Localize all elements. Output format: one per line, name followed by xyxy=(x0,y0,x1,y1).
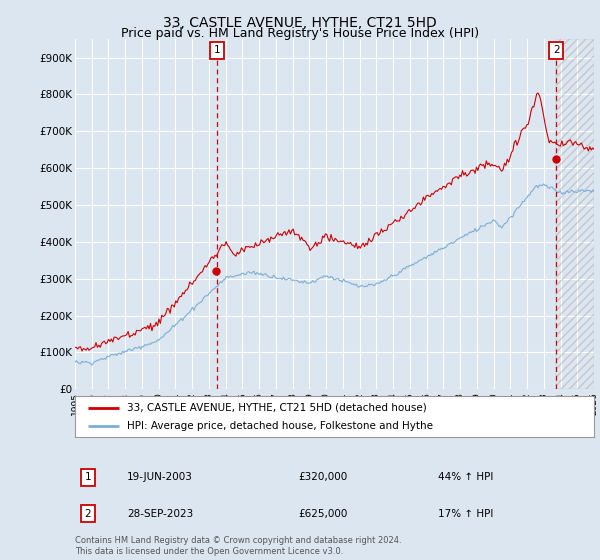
Text: 2: 2 xyxy=(85,509,91,519)
Text: Contains HM Land Registry data © Crown copyright and database right 2024.
This d: Contains HM Land Registry data © Crown c… xyxy=(75,536,401,556)
Text: 33, CASTLE AVENUE, HYTHE, CT21 5HD (detached house): 33, CASTLE AVENUE, HYTHE, CT21 5HD (deta… xyxy=(127,403,427,413)
Text: 19-JUN-2003: 19-JUN-2003 xyxy=(127,473,193,482)
Text: £320,000: £320,000 xyxy=(298,473,347,482)
Text: 33, CASTLE AVENUE, HYTHE, CT21 5HD: 33, CASTLE AVENUE, HYTHE, CT21 5HD xyxy=(163,16,437,30)
Text: £625,000: £625,000 xyxy=(298,509,347,519)
Text: 1: 1 xyxy=(214,45,220,55)
Text: 17% ↑ HPI: 17% ↑ HPI xyxy=(438,509,494,519)
Text: Price paid vs. HM Land Registry's House Price Index (HPI): Price paid vs. HM Land Registry's House … xyxy=(121,27,479,40)
Text: HPI: Average price, detached house, Folkestone and Hythe: HPI: Average price, detached house, Folk… xyxy=(127,421,433,431)
Text: 2: 2 xyxy=(553,45,559,55)
Text: 44% ↑ HPI: 44% ↑ HPI xyxy=(438,473,494,482)
Text: 1: 1 xyxy=(85,473,91,482)
Text: 28-SEP-2023: 28-SEP-2023 xyxy=(127,509,193,519)
